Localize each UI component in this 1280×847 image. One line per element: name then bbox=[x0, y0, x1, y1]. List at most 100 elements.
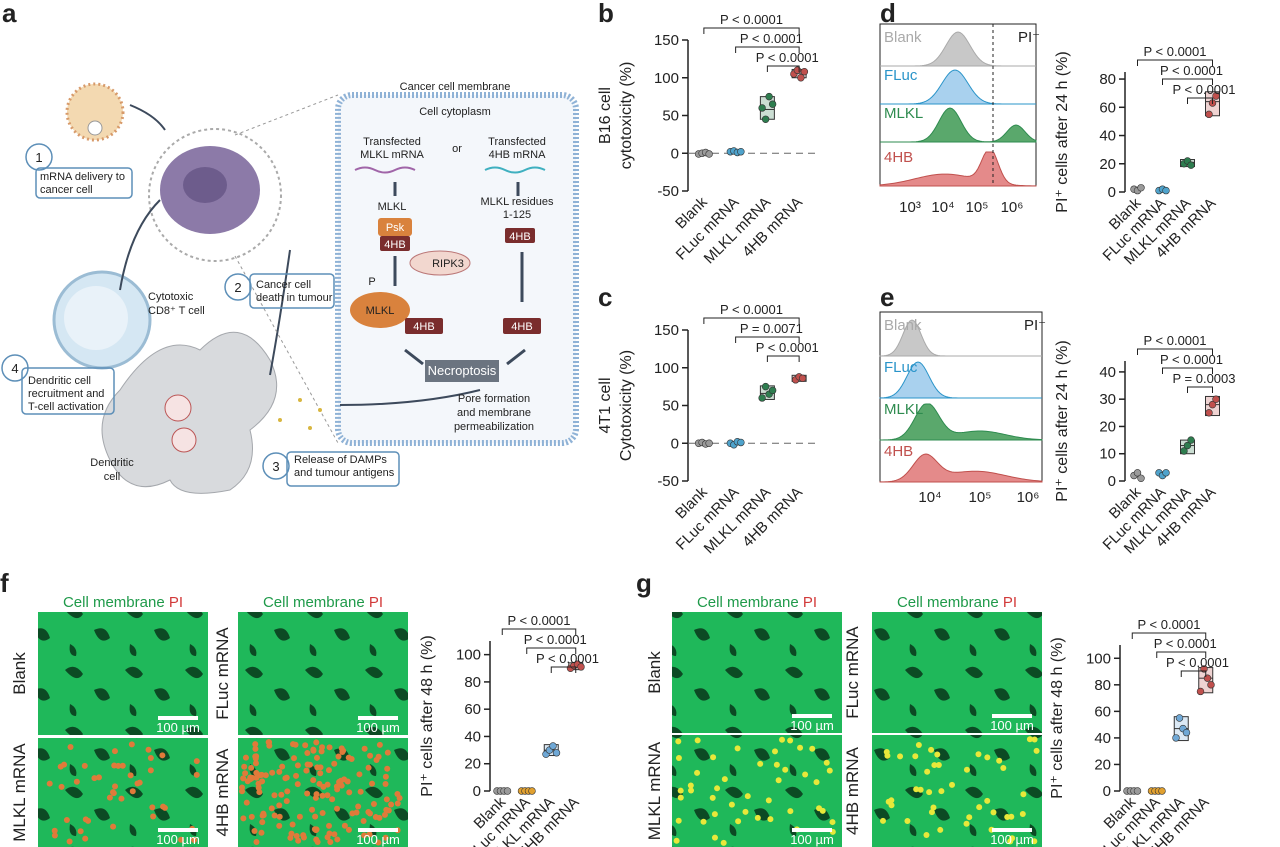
pi-nucleus bbox=[984, 797, 991, 804]
pi-nucleus bbox=[735, 818, 742, 825]
pi-nucleus bbox=[816, 805, 823, 812]
data-point bbox=[528, 787, 536, 795]
data-point bbox=[1137, 184, 1145, 192]
pi-nucleus bbox=[935, 761, 942, 768]
x-tick-label: 10⁶ bbox=[1001, 199, 1024, 216]
scale-label: 100 µm bbox=[790, 718, 834, 733]
pi-nucleus bbox=[782, 766, 789, 773]
data-point bbox=[1207, 681, 1215, 689]
pi-nucleus bbox=[255, 784, 262, 791]
schematic bbox=[1, 82, 579, 494]
data-point bbox=[737, 438, 745, 447]
pi-nucleus bbox=[394, 790, 401, 797]
y-axis-label: PI⁺ cells after 24 h (%) bbox=[1054, 340, 1071, 501]
scale-label: 100 µm bbox=[156, 832, 200, 847]
domain-label: 4HB bbox=[511, 321, 532, 333]
pi-nucleus bbox=[341, 776, 348, 783]
pi-nucleus bbox=[675, 817, 682, 824]
input-label: Transfected bbox=[363, 136, 421, 148]
pi-nucleus bbox=[252, 753, 259, 760]
pi-nucleus bbox=[319, 809, 326, 816]
pi-nucleus bbox=[178, 836, 185, 843]
panel-letter: g bbox=[636, 568, 652, 598]
pi-nucleus bbox=[1020, 791, 1027, 798]
pi-nucleus bbox=[879, 817, 886, 824]
y-tick-label: 20 bbox=[1099, 418, 1116, 435]
pore-label: Pore formation bbox=[458, 393, 530, 405]
p-value: P < 0.0001 bbox=[524, 632, 587, 647]
y-tick-label: 80 bbox=[1094, 677, 1111, 694]
scale-label: 100 µm bbox=[356, 720, 400, 735]
histogram bbox=[879, 151, 1037, 187]
pi-nucleus bbox=[934, 751, 941, 758]
significance-bracket bbox=[1131, 632, 1207, 639]
x-tick-label: 10⁶ bbox=[1017, 489, 1040, 506]
p-value: P < 0.0001 bbox=[1160, 352, 1223, 367]
pi-nucleus bbox=[711, 834, 718, 841]
pi-nucleus bbox=[119, 762, 126, 769]
gate-label: PI⁺ bbox=[1018, 29, 1040, 46]
pi-nucleus bbox=[191, 836, 198, 843]
p-value: P < 0.0001 bbox=[536, 651, 599, 666]
row-label: 4HB mRNA bbox=[213, 748, 232, 837]
y-tick-label: 100 bbox=[654, 360, 679, 377]
p-value: P = 0.0003 bbox=[1172, 371, 1235, 386]
pi-nucleus bbox=[320, 783, 327, 790]
y-tick-label: 0 bbox=[1108, 473, 1116, 490]
pi-nucleus bbox=[382, 773, 389, 780]
pi-nucleus bbox=[294, 781, 301, 788]
y-tick-label: 60 bbox=[1094, 703, 1111, 720]
panel-letter: a bbox=[2, 0, 17, 28]
step-text: death in tumour bbox=[256, 292, 333, 304]
pi-nucleus bbox=[376, 814, 383, 821]
pi-nucleus bbox=[327, 838, 334, 845]
pi-nucleus bbox=[334, 836, 341, 843]
significance-bracket bbox=[766, 65, 800, 72]
p-value: P < 0.0001 bbox=[1166, 655, 1229, 670]
pi-nucleus bbox=[802, 771, 809, 778]
pi-nucleus bbox=[128, 741, 135, 748]
cell-label: Dendritic bbox=[90, 457, 134, 469]
input-label: Transfected bbox=[488, 136, 546, 148]
pi-nucleus bbox=[129, 788, 136, 795]
pi-nucleus bbox=[287, 834, 294, 841]
protein-label: MLKL residues bbox=[481, 196, 554, 208]
kinase-label: RIPK3 bbox=[432, 258, 464, 270]
pi-nucleus bbox=[694, 769, 701, 776]
step-number: 3 bbox=[272, 459, 279, 474]
p-value: P < 0.0001 bbox=[720, 12, 783, 27]
data-point bbox=[1175, 714, 1184, 722]
pi-nucleus bbox=[271, 812, 278, 819]
panel-letter: e bbox=[880, 282, 894, 312]
y-tick-label: -50 bbox=[657, 473, 679, 490]
pi-nucleus bbox=[160, 803, 167, 810]
pi-nucleus bbox=[728, 801, 735, 808]
pi-nucleus bbox=[675, 738, 682, 745]
pi-nucleus bbox=[300, 832, 307, 839]
histogram-label: 4HB bbox=[884, 149, 913, 166]
micrograph bbox=[238, 612, 408, 735]
row-label: MLKL mRNA bbox=[645, 741, 664, 840]
pi-nucleus bbox=[813, 779, 820, 786]
histogram-label: Blank bbox=[884, 317, 922, 334]
pi-nucleus bbox=[1008, 813, 1015, 820]
p-value: P < 0.0001 bbox=[756, 340, 819, 355]
pi-nucleus bbox=[269, 769, 276, 776]
significance-bracket bbox=[703, 317, 800, 324]
pi-nucleus bbox=[369, 780, 376, 787]
pi-nucleus bbox=[247, 774, 254, 781]
pi-nucleus bbox=[742, 808, 749, 815]
pi-nucleus bbox=[276, 813, 283, 820]
pore-label: and membrane bbox=[457, 407, 531, 419]
pi-nucleus bbox=[787, 808, 794, 815]
pi-nucleus bbox=[1019, 810, 1026, 817]
pi-nucleus bbox=[91, 775, 98, 782]
significance-bracket bbox=[526, 647, 577, 654]
cell-label: cell bbox=[104, 471, 121, 483]
significance-bracket bbox=[1187, 97, 1213, 104]
header-part: Cell membrane bbox=[63, 594, 165, 611]
significance-bracket bbox=[1156, 651, 1207, 658]
significance-bracket bbox=[766, 355, 800, 362]
pi-nucleus bbox=[331, 760, 338, 767]
pi-nucleus bbox=[51, 827, 58, 834]
